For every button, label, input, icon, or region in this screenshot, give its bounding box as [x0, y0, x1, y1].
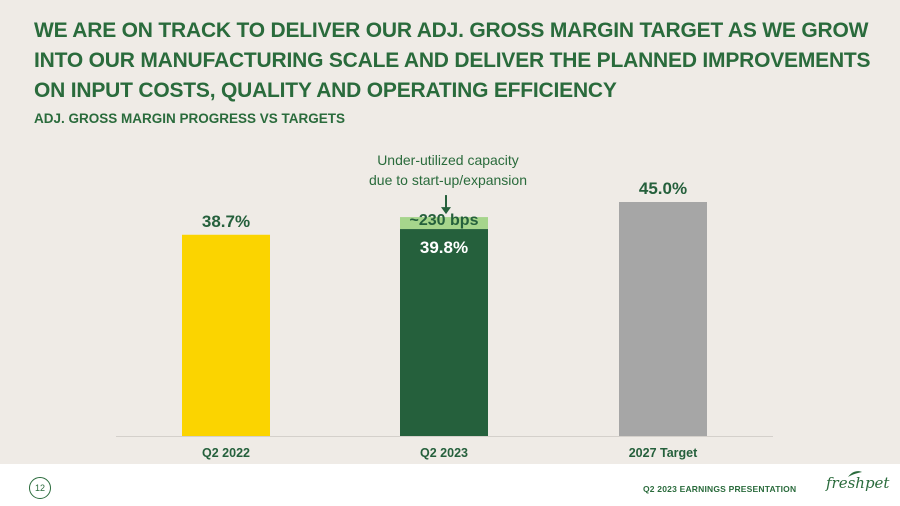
bar-q2-2023	[400, 229, 488, 436]
category-label-q2-2022: Q2 2022	[202, 446, 250, 460]
category-label-q2-2023: Q2 2023	[420, 446, 468, 460]
bar-segment-q2-2023	[400, 217, 488, 230]
bar-q2-2022	[182, 234, 270, 436]
annotation-arrow-icon	[441, 207, 451, 215]
value-label-q2-2023: 39.8%	[420, 238, 468, 257]
footer-bar	[0, 464, 900, 506]
value-label-2027-target: 45.0%	[639, 179, 687, 198]
chart-subtitle: ADJ. GROSS MARGIN PROGRESS VS TARGETS	[34, 111, 346, 126]
bar-2027-target	[619, 202, 707, 436]
bar-chart: 38.7% Q2 2022 ~230 bps 39.8% Q2 2023 Under-ut…	[116, 152, 773, 460]
logo-leaf-icon	[848, 471, 862, 477]
annotation-line-1: Under-utilized capacity	[377, 152, 519, 168]
presentation-name: Q2 2023 EARNINGS PRESENTATION	[643, 484, 797, 494]
segment-label-q2-2023: ~230 bps	[410, 212, 479, 229]
category-label-2027-target: 2027 Target	[629, 446, 698, 460]
freshpet-logo: freshpet	[826, 474, 890, 492]
page-number: 12	[29, 477, 51, 499]
value-label-q2-2022: 38.7%	[202, 212, 250, 231]
annotation-line-2: due to start-up/expansion	[369, 172, 527, 188]
page-title: WE ARE ON TRACK TO DELIVER OUR ADJ. GROS…	[34, 19, 871, 102]
